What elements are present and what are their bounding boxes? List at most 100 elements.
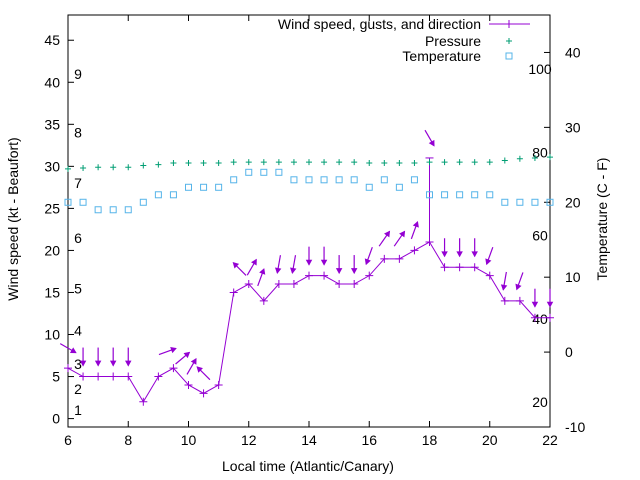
temperature-point bbox=[64, 198, 72, 206]
wind-direction-arrow bbox=[424, 129, 435, 147]
temperature-point bbox=[94, 206, 102, 214]
wind-speed-point bbox=[79, 372, 88, 381]
wind-direction-arrow bbox=[531, 288, 539, 308]
x-tick-label: 16 bbox=[361, 432, 377, 448]
temperature-point bbox=[79, 198, 87, 206]
legend-temperature-marker bbox=[505, 52, 513, 60]
wind-speed-point bbox=[546, 313, 554, 322]
x-tick-label: 10 bbox=[181, 432, 197, 448]
axis-ticks-layer: 6 8 10 12 14 16 18 20 22051015202530354045-10010… bbox=[44, 15, 585, 448]
series-layer bbox=[59, 129, 554, 406]
pressure-point bbox=[501, 157, 508, 164]
temperature-point bbox=[139, 198, 147, 206]
pressure-point bbox=[441, 159, 448, 166]
fahrenheit-label: 100 bbox=[528, 61, 552, 77]
plot-border bbox=[67, 14, 551, 428]
wind-speed-point bbox=[199, 389, 208, 398]
wind-direction-arrow bbox=[320, 246, 328, 266]
wind-speed-point bbox=[485, 271, 494, 280]
fahrenheit-label: 80 bbox=[532, 144, 548, 160]
pressure-point bbox=[396, 159, 403, 166]
wind-speed-point bbox=[154, 372, 163, 381]
y-right-tick-label: 20 bbox=[565, 194, 581, 210]
temperature-point bbox=[185, 183, 192, 191]
temperature-point bbox=[380, 176, 388, 184]
wind-speed-point bbox=[440, 263, 449, 272]
wind-speed-point bbox=[335, 280, 344, 289]
pressure-point bbox=[366, 159, 373, 166]
fahrenheit-label: 60 bbox=[532, 228, 548, 244]
wind-speed-point bbox=[305, 271, 313, 280]
temperature-point bbox=[501, 198, 509, 206]
wind-direction-arrow bbox=[158, 347, 177, 356]
wind-direction-arrow bbox=[364, 246, 373, 266]
wind-speed-line bbox=[67, 241, 550, 403]
pressure-point bbox=[336, 159, 343, 166]
wind-direction-arrow bbox=[410, 220, 419, 240]
pressure-point bbox=[260, 159, 267, 166]
beaufort-label: 9 bbox=[74, 66, 82, 82]
temperature-point bbox=[456, 191, 464, 199]
wind-direction-arrow bbox=[305, 246, 313, 266]
x-axis-label: Local time (Atlantic/Canary) bbox=[222, 458, 394, 474]
pressure-point bbox=[351, 159, 358, 166]
y-left-tick-label: 30 bbox=[44, 158, 60, 174]
wind-direction-arrow bbox=[232, 262, 247, 276]
temperature-point bbox=[275, 168, 283, 176]
pressure-point bbox=[306, 159, 312, 166]
pressure-point bbox=[200, 159, 207, 166]
wind-direction-arrow bbox=[196, 366, 211, 381]
temperature-point bbox=[335, 176, 343, 184]
wind-direction-arrow bbox=[186, 357, 197, 375]
wind-direction-arrow bbox=[485, 246, 494, 266]
wind-direction-arrow bbox=[500, 271, 508, 291]
wind-speed-point bbox=[64, 364, 72, 373]
wind-speed-point bbox=[365, 271, 374, 280]
pressure-point bbox=[411, 159, 418, 166]
pressure-point bbox=[275, 159, 282, 166]
y-axis-right-label: Temperature (C - F) bbox=[594, 158, 610, 281]
temperature-point bbox=[200, 183, 208, 191]
pressure-point bbox=[531, 154, 538, 161]
wind-speed-point bbox=[380, 254, 389, 263]
temperature-point bbox=[486, 191, 494, 199]
wind-direction-arrow bbox=[274, 255, 282, 274]
pressure-point bbox=[547, 154, 553, 161]
wind-direction-arrow bbox=[378, 230, 391, 247]
temperature-point bbox=[290, 176, 298, 184]
pressure-point bbox=[290, 159, 297, 166]
legend-entry-label: Temperature bbox=[402, 48, 481, 64]
wind-direction-arrow bbox=[441, 238, 448, 258]
x-tick-label: 20 bbox=[482, 432, 498, 448]
wind-direction-arrow bbox=[515, 272, 524, 291]
y-left-tick-label: 10 bbox=[44, 327, 60, 343]
y-left-tick-label: 5 bbox=[52, 369, 60, 385]
pressure-point bbox=[140, 162, 147, 169]
temperature-point bbox=[350, 176, 358, 184]
legend-entry-label: Pressure bbox=[425, 33, 481, 49]
y-left-tick-label: 15 bbox=[44, 284, 60, 300]
y-right-tick-label: 30 bbox=[565, 119, 581, 135]
y-right-tick-label: 0 bbox=[565, 344, 573, 360]
temperature-point bbox=[109, 206, 117, 214]
x-tick-label: 12 bbox=[241, 432, 257, 448]
beaufort-label: 3 bbox=[74, 356, 82, 372]
wind-speed-point bbox=[169, 364, 178, 373]
wind-speed-point bbox=[94, 372, 103, 381]
wind-speed-point bbox=[470, 263, 479, 272]
pressure-point bbox=[125, 164, 132, 171]
beaufort-label: 1 bbox=[74, 402, 82, 418]
beaufort-label: 7 bbox=[74, 175, 82, 191]
wind-speed-point bbox=[500, 296, 509, 305]
wind-direction-arrow bbox=[109, 347, 117, 367]
wind-speed-point bbox=[274, 280, 283, 289]
legend-layer: Wind speed, gusts, and directionPressure… bbox=[278, 16, 530, 64]
wind-direction-arrow bbox=[59, 343, 77, 354]
y-left-tick-label: 40 bbox=[44, 74, 60, 90]
y-left-tick-label: 25 bbox=[44, 200, 60, 216]
wind-speed-point bbox=[455, 263, 464, 272]
wind-speed-point bbox=[515, 296, 524, 305]
wind-speed-point bbox=[259, 296, 268, 305]
temperature-point bbox=[245, 168, 253, 176]
